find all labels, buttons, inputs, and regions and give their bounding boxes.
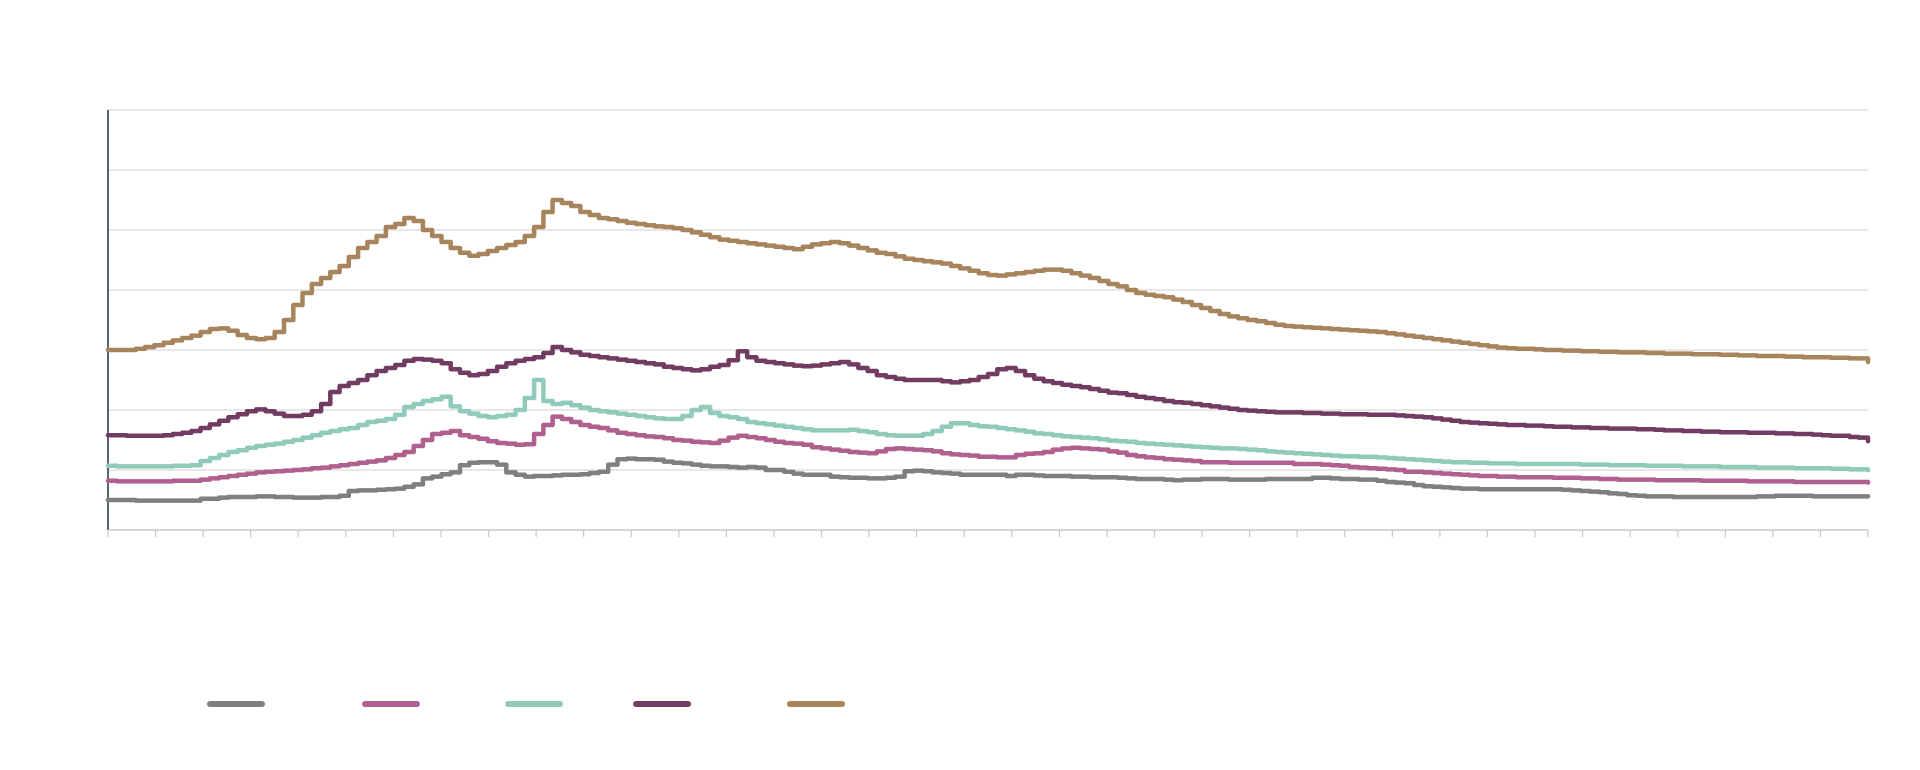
series-line-3: [105, 377, 1871, 473]
gridlines: [108, 109, 1868, 471]
x-axis-ticks: [107, 530, 1869, 537]
series-line-2: [105, 414, 1871, 485]
series-line-4: [105, 344, 1871, 444]
axes: [107, 110, 1868, 531]
series-lines: [105, 197, 1871, 503]
series-line-5: [105, 197, 1871, 365]
series-line-1: [105, 456, 1871, 503]
